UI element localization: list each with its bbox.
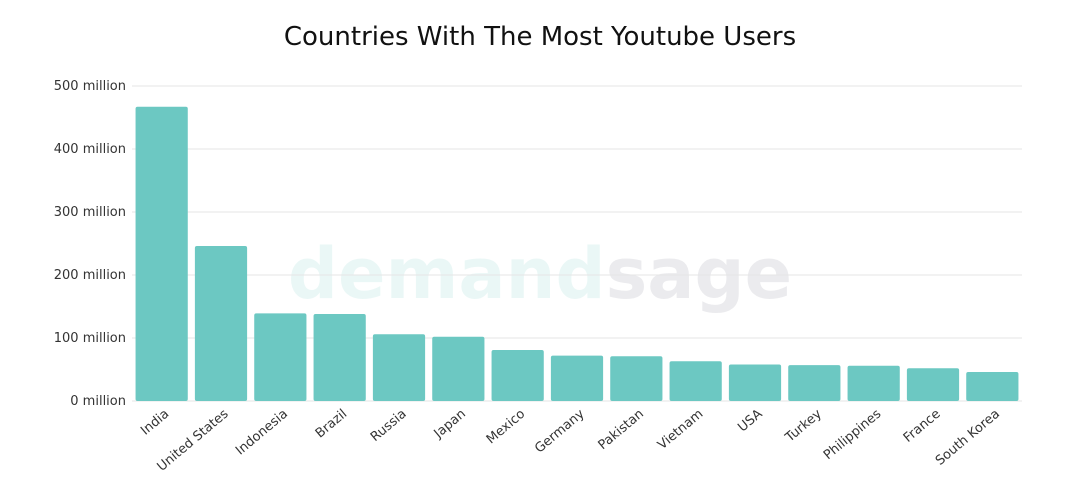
x-tick-label: USA	[735, 407, 765, 436]
y-tick-label: 0 million	[70, 394, 126, 409]
bar	[550, 355, 604, 401]
x-tick-label: Germany	[532, 406, 588, 456]
watermark-part: demand	[288, 233, 606, 315]
y-tick-label: 500 million	[54, 79, 126, 94]
bar	[194, 246, 248, 401]
bar	[610, 356, 663, 401]
watermark-part: sage	[606, 233, 792, 315]
y-tick-label: 200 million	[54, 268, 126, 283]
x-tick-label: Japan	[431, 407, 469, 442]
bar	[669, 361, 722, 401]
bar	[135, 106, 188, 401]
bar	[432, 336, 485, 401]
x-tick-label: South Korea	[933, 407, 1003, 469]
x-tick-label: Mexico	[484, 407, 528, 448]
bar	[728, 364, 782, 401]
x-tick-label: Indonesia	[233, 407, 291, 459]
bar	[491, 349, 544, 401]
x-tick-label: Russia	[368, 407, 410, 445]
bar	[254, 313, 307, 401]
watermark: demandsage	[288, 233, 792, 315]
x-tick-label: India	[138, 407, 172, 439]
x-tick-label: Brazil	[313, 407, 350, 442]
bar	[847, 365, 900, 401]
y-tick-label: 400 million	[54, 142, 126, 157]
x-tick-label: France	[901, 407, 944, 446]
bar	[906, 368, 960, 401]
bar	[788, 365, 841, 401]
x-tick-label: Pakistan	[596, 407, 647, 453]
y-tick-label: 300 million	[54, 205, 126, 220]
x-tick-label: Philippines	[821, 406, 884, 463]
bar	[313, 314, 366, 401]
x-tick-label: Turkey	[782, 406, 825, 446]
chart-title: Countries With The Most Youtube Users	[284, 22, 796, 52]
bar	[372, 334, 426, 401]
x-tick-label: Vietnam	[655, 407, 706, 453]
y-tick-label: 100 million	[54, 331, 126, 346]
bar	[966, 372, 1019, 401]
